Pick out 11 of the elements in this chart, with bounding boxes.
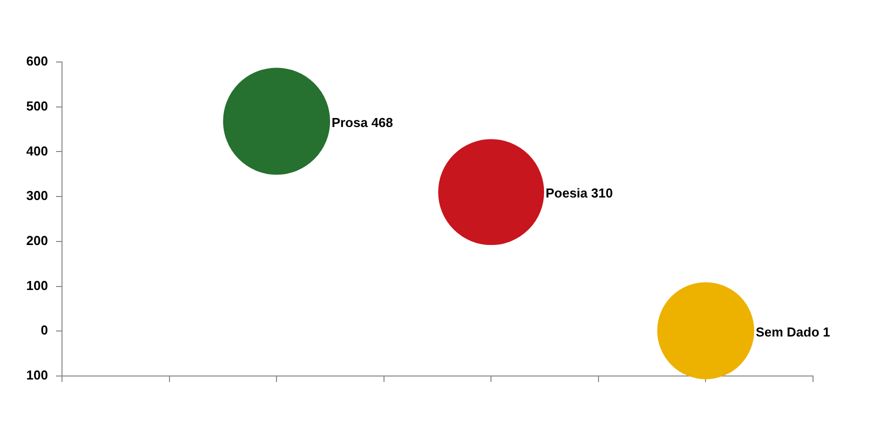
- series-label: Poesia 310: [546, 186, 613, 201]
- y-tick-label: 200: [26, 233, 48, 248]
- series-label: Prosa 468: [332, 114, 394, 130]
- y-tick-label: 300: [26, 188, 48, 204]
- y-tick-label: 600: [26, 54, 48, 69]
- y-tick-label: 100: [26, 368, 48, 383]
- y-tick-label: 400: [26, 143, 48, 158]
- y-tick-label: 0: [40, 322, 48, 338]
- series-label: Sem Dado 1: [756, 324, 830, 340]
- y-tick-label: 500: [26, 98, 48, 114]
- y-tick-label: 100: [26, 278, 48, 293]
